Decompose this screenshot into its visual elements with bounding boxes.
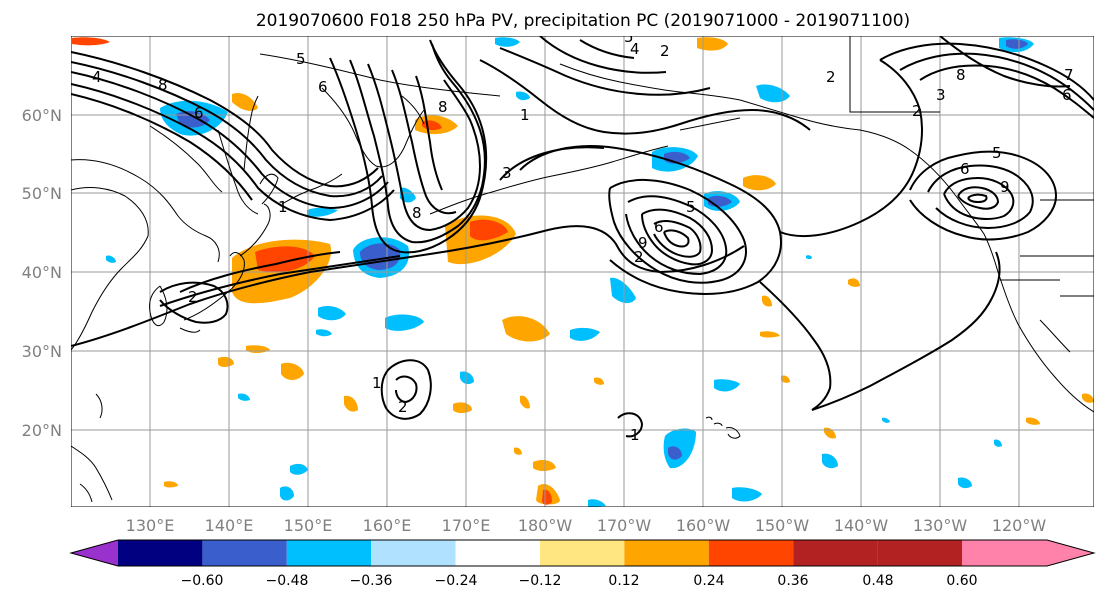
longitude-labels: 130°E 140°E 150°E 160°E 170°E 180°W 170°…	[126, 516, 1047, 535]
colorbar-extend-low	[71, 540, 118, 566]
colorbar-segment	[540, 540, 625, 566]
colorbar-segment	[793, 540, 878, 566]
colorbar-extend-high	[1047, 540, 1094, 566]
colorbar-tick-label: 0.12	[608, 573, 639, 589]
contour-label: 2	[912, 102, 922, 120]
contour-label: 6	[1062, 86, 1072, 104]
contour-label: 8	[412, 204, 422, 222]
contour-label: 6	[194, 104, 204, 122]
colorbar-segment	[371, 540, 456, 566]
colorbar-segment	[455, 540, 540, 566]
lon-label: 150°E	[284, 516, 333, 535]
contour-label: 5	[686, 198, 696, 216]
map-panel: 4 8 6 1 6 5 8 1 3 8 4 2 5 5 9 6 2 2 2 5 …	[71, 28, 1094, 507]
lon-label: 170°W	[597, 516, 652, 535]
contour-label: 2	[826, 68, 836, 86]
lat-label: 30°N	[22, 342, 62, 361]
contour-label: 3	[936, 86, 946, 104]
colorbar-segment	[202, 540, 287, 566]
contour-label: 2	[188, 288, 198, 306]
contour-label: 6	[318, 78, 328, 96]
pv-contours	[71, 36, 1094, 438]
contour-label: 7	[1064, 66, 1074, 84]
colorbar: −0.60 −0.48 −0.36 −0.24 −0.12 0.12 0.24 …	[69, 539, 1096, 589]
lon-label: 120°W	[992, 516, 1047, 535]
lon-label: 130°W	[913, 516, 968, 535]
colorbar-segment	[708, 540, 794, 566]
colorbar-tick-label: −0.24	[435, 573, 478, 589]
contour-label: 1	[278, 198, 288, 216]
lat-lon-grid	[71, 36, 1094, 507]
contour-label: 8	[438, 98, 448, 116]
colorbar-tick-label: −0.48	[266, 573, 309, 589]
colorbar-segment	[962, 540, 1047, 566]
pv-contour-labels: 4 8 6 1 6 5 8 1 3 8 4 2 5 5 9 6 2 2 2 5 …	[92, 28, 1074, 444]
contour-label: 8	[956, 66, 966, 84]
lon-label: 160°E	[363, 516, 412, 535]
colorbar-tick-label: 0.36	[777, 573, 808, 589]
colorbar-segment	[118, 540, 203, 566]
colorbar-tick-label: 0.24	[693, 573, 724, 589]
lon-label: 160°W	[676, 516, 731, 535]
colorbar-tick-label: −0.12	[519, 573, 562, 589]
lon-label: 130°E	[126, 516, 175, 535]
contour-label: 1	[372, 374, 382, 392]
colorbar-tick-label: 0.48	[862, 573, 893, 589]
contour-label: 1	[520, 106, 530, 124]
contour-label: 9	[1000, 178, 1010, 196]
lon-label: 140°E	[205, 516, 254, 535]
contour-label: 5	[992, 144, 1002, 162]
contour-label: 8	[158, 76, 168, 94]
latitude-labels: 60°N 50°N 40°N 30°N 20°N	[22, 106, 62, 440]
colorbar-tick-label: −0.60	[181, 573, 224, 589]
contour-label: 4	[92, 68, 102, 86]
colorbar-segment	[286, 540, 372, 566]
colorbar-tick-label: −0.36	[350, 573, 393, 589]
colorbar-segment	[624, 540, 709, 566]
lat-label: 20°N	[22, 421, 62, 440]
contour-label: 3	[502, 164, 512, 182]
contour-label: 4	[630, 40, 640, 58]
lon-label: 170°E	[442, 516, 491, 535]
contour-label: 1	[630, 426, 640, 444]
lon-label: 180°W	[518, 516, 573, 535]
colorbar-tick-label: 0.60	[946, 573, 977, 589]
contour-label: 5	[296, 50, 306, 68]
colorbar-segment	[877, 540, 963, 566]
contour-label: 6	[960, 160, 970, 178]
contour-label: 9	[638, 234, 648, 252]
figure-title: 2019070600 F018 250 hPa PV, precipitatio…	[256, 11, 910, 31]
contour-label: 6	[654, 218, 664, 236]
lat-label: 40°N	[22, 263, 62, 282]
lat-label: 60°N	[22, 106, 62, 125]
contour-label: 5	[624, 28, 634, 46]
lat-label: 50°N	[22, 184, 62, 203]
contour-label: 2	[634, 248, 644, 266]
contour-label: 2	[660, 42, 670, 60]
lon-label: 150°W	[755, 516, 810, 535]
lon-label: 140°W	[834, 516, 889, 535]
contour-label: 2	[398, 398, 408, 416]
